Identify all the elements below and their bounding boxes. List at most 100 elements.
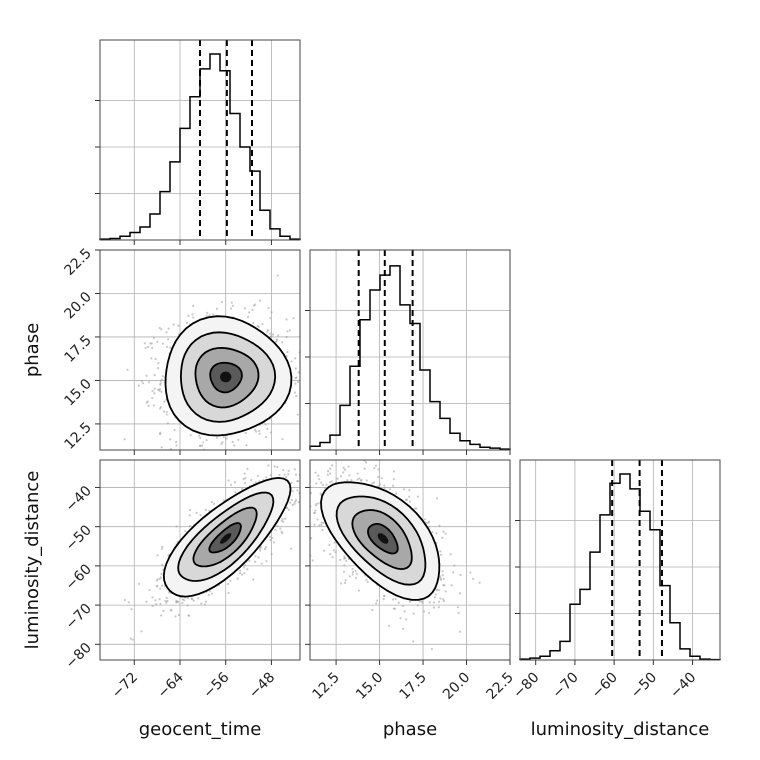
scatter-point: [156, 340, 159, 343]
contour-line: [209, 361, 243, 394]
scatter-point: [190, 597, 193, 600]
scatter-point: [391, 484, 395, 487]
scatter-point: [243, 472, 246, 475]
density-peak: [377, 533, 389, 544]
scatter-point: [159, 383, 162, 386]
scatter-point: [127, 601, 130, 604]
scatter-point: [310, 537, 313, 540]
xlabel-luminosity-distance: luminosity_distance: [531, 719, 710, 740]
scatter-point: [165, 410, 168, 414]
scatter-point: [418, 600, 422, 603]
scatter-point: [266, 427, 269, 431]
scatter-point: [264, 435, 268, 439]
xtick-label: −70: [550, 670, 582, 702]
scatter-point: [311, 559, 314, 562]
scatter-point: [236, 577, 239, 580]
scatter-point: [176, 500, 178, 502]
scatter-point: [151, 346, 154, 350]
scatter-point: [264, 546, 267, 549]
scatter-point: [231, 304, 234, 307]
scatter-point: [254, 481, 257, 484]
scatter-point: [302, 373, 304, 375]
scatter-point: [415, 507, 418, 510]
scatter-point: [356, 472, 359, 475]
scatter-point: [281, 438, 284, 441]
scatter-point: [200, 602, 203, 605]
scatter-point: [246, 467, 249, 470]
scatter-point: [374, 464, 378, 467]
scatter-point: [318, 478, 321, 481]
scatter-point: [405, 618, 408, 621]
scatter-point: [154, 357, 157, 361]
scatter-point: [280, 519, 283, 522]
scatter-point: [244, 431, 247, 435]
scatter-point: [459, 573, 462, 577]
density-peak: [220, 371, 232, 383]
contour-line: [367, 523, 399, 555]
scatter-point: [264, 423, 267, 426]
scatter-point: [380, 477, 383, 480]
scatter-point: [321, 528, 324, 532]
scatter-point: [161, 584, 164, 587]
scatter-point: [242, 566, 246, 569]
scatter-point: [277, 334, 280, 337]
scatter-point: [441, 536, 444, 539]
xtick-label: −60: [589, 670, 621, 702]
scatter-point: [165, 596, 168, 600]
scatter-point: [430, 648, 433, 651]
scatter-point: [297, 371, 300, 374]
scatter-point: [266, 329, 270, 332]
scatter-point: [351, 570, 355, 574]
scatter-point: [401, 627, 405, 630]
scatter-point: [478, 581, 481, 584]
scatter-point: [293, 391, 297, 394]
scatter-point: [329, 467, 332, 470]
scatter-point: [296, 479, 299, 483]
ytick-label: 15.0: [61, 376, 94, 409]
scatter-point: [315, 451, 317, 453]
scatter-point: [165, 413, 168, 416]
scatter-point: [276, 274, 279, 277]
scatter-point: [257, 325, 260, 328]
scatter-point: [372, 481, 376, 484]
scatter-point: [458, 592, 462, 595]
scatter-point: [348, 474, 351, 477]
scatter-point: [320, 481, 323, 484]
contour-line: [320, 481, 441, 601]
scatter-point: [305, 481, 307, 483]
contour-line: [194, 346, 260, 409]
scatter-point: [199, 444, 202, 447]
scatter-point: [177, 324, 180, 327]
scatter-point: [241, 573, 244, 576]
scatter-point: [391, 598, 395, 601]
scatter-point: [297, 500, 300, 504]
scatter-point: [412, 612, 415, 615]
scatter-point: [254, 555, 257, 558]
scatter-point: [315, 476, 317, 478]
panel-frame: [519, 459, 721, 661]
scatter-point: [270, 311, 273, 314]
scatter-point: [230, 301, 233, 304]
ylabel-phase: phase: [22, 323, 43, 377]
scatter-point: [283, 473, 286, 476]
scatter-point: [205, 314, 208, 317]
scatter-point: [439, 553, 443, 556]
scatter-point: [261, 323, 264, 326]
panel-frame: [309, 249, 511, 451]
scatter-point: [170, 608, 173, 612]
scatter-point: [286, 330, 289, 333]
scatter-point: [319, 492, 322, 495]
scatter-point: [151, 389, 154, 393]
scatter-point: [393, 607, 396, 610]
scatter-point: [469, 571, 472, 574]
scatter-point: [293, 468, 296, 471]
scatter-point: [160, 378, 164, 381]
scatter-point: [281, 517, 284, 521]
scatter-point: [304, 507, 306, 509]
scatter-point: [302, 477, 304, 479]
scatter-point: [166, 599, 169, 603]
scatter-point: [158, 432, 162, 436]
scatter-point: [167, 591, 171, 594]
scatter-point: [263, 547, 267, 551]
scatter-point: [215, 436, 219, 440]
